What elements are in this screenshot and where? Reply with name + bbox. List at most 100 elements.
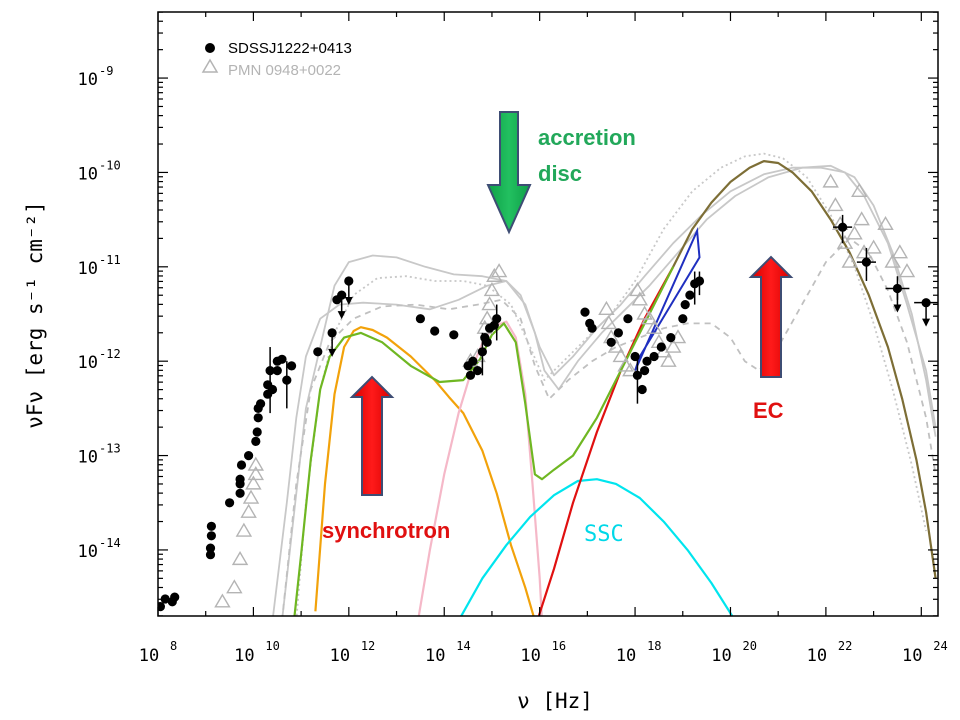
x-tick-exponent: 16 [552, 639, 566, 653]
pmn-point [478, 310, 496, 325]
sdss-point [680, 300, 690, 310]
sdss-point [637, 384, 647, 395]
pmn-point [481, 296, 498, 311]
y-tick-exponent: -13 [99, 442, 121, 456]
model-line-total-model-high-energy [672, 160, 937, 579]
sdss-point [656, 342, 666, 352]
sdss-point [921, 298, 931, 308]
legend-label-pmn: PMN 0948+0022 [228, 62, 341, 79]
pmn-point [214, 593, 231, 608]
y-tick-label: 10 [78, 164, 98, 184]
sdss-point [235, 488, 245, 498]
sdss-point [492, 314, 502, 324]
sdss-point [838, 222, 848, 232]
sdss-point [251, 436, 261, 446]
pmn-point [245, 475, 262, 490]
ec-label: EC [753, 398, 784, 423]
x-tick-label: 10 [139, 646, 159, 666]
sdss-point [256, 399, 266, 409]
sdss-point [235, 474, 245, 484]
pmn-point [641, 310, 658, 325]
sdss-point [587, 323, 597, 333]
model-line-accretion-disc [417, 320, 543, 616]
x-tick-exponent: 22 [838, 639, 852, 653]
x-tick-label: 10 [520, 646, 540, 666]
sdss-point [465, 370, 476, 380]
model-line-pmn-model-b [281, 166, 937, 616]
legend: SDSSJ1222+0413 PMN 0948+0022 [201, 40, 352, 79]
accretion-label-line2: disc [538, 161, 582, 186]
x-tick-label: 10 [234, 646, 254, 666]
pmn-point [891, 244, 909, 259]
pmn-point [841, 253, 858, 268]
pmn-point [629, 282, 646, 297]
sdss-point [282, 375, 292, 385]
sdss-point [415, 314, 425, 324]
pmn-point [235, 522, 253, 537]
sdss-point [606, 337, 616, 347]
legend-marker-pmn [201, 58, 219, 73]
upper-limit-arrow [922, 318, 931, 327]
x-tick-label: 10 [425, 646, 445, 666]
sdss-point [449, 330, 459, 340]
sdss-point [313, 347, 323, 357]
sdss-point [252, 427, 262, 437]
x-tick-exponent: 14 [456, 639, 470, 653]
pmn-point [622, 362, 639, 377]
y-axis-label: νFν [erg s⁻¹ cm⁻²] [23, 201, 47, 429]
sdss-point [337, 290, 347, 300]
ec-arrow [748, 255, 794, 378]
pmn-point [240, 503, 257, 518]
model-line-pmn-model-a [272, 164, 937, 616]
sdss-point [265, 366, 275, 376]
pmn-point [645, 319, 663, 334]
y-tick-exponent: -14 [99, 536, 121, 550]
sdss-point [666, 333, 676, 343]
sdss-point [473, 366, 483, 376]
sdss-point [344, 276, 354, 286]
sdss-point [632, 370, 643, 380]
model-line-pmn-model-c [281, 237, 937, 616]
sdss-point [861, 257, 872, 267]
pmn-point [884, 253, 901, 268]
y-tick-exponent: -10 [99, 158, 121, 172]
pmn-point [865, 239, 882, 254]
y-tick-label: 10 [78, 353, 98, 373]
legend-marker-sdss [205, 43, 215, 53]
sdss-point [482, 337, 492, 347]
pmn-point [853, 211, 870, 226]
sdss-point [468, 356, 478, 366]
pmn-point [631, 291, 649, 306]
synchrotron-label: synchrotron [322, 518, 450, 543]
sdss-point [267, 384, 278, 395]
pmn-point [660, 352, 677, 367]
pmn-point [665, 338, 682, 353]
y-tick-label: 10 [78, 70, 98, 90]
sdss-point [158, 602, 165, 612]
pmn-point [598, 300, 615, 315]
pmn-point [486, 267, 503, 282]
sdss-point [327, 328, 337, 338]
pmn-point [242, 489, 260, 504]
sdss-point [206, 521, 216, 531]
pmn-point [855, 244, 873, 259]
upper-limit-arrow [337, 311, 346, 320]
y-tick-exponent: -9 [99, 64, 113, 78]
legend-label-sdss: SDSSJ1222+0413 [228, 40, 352, 57]
sdss-point [170, 592, 180, 602]
sdss-point [205, 543, 216, 553]
sdss-point [236, 460, 247, 470]
pmn-point [898, 263, 916, 278]
upper-limit-arrow [328, 348, 337, 357]
x-tick-label: 10 [711, 646, 731, 666]
x-tick-exponent: 10 [265, 639, 279, 653]
sdss-point [206, 531, 216, 541]
plot-frame [157, 11, 939, 617]
x-tick-label: 10 [807, 646, 827, 666]
y-tick-label: 10 [78, 448, 98, 468]
ssc-label: SSC [584, 522, 624, 547]
pmn-point [226, 579, 243, 594]
x-tick-label: 10 [330, 646, 350, 666]
sdss-point [640, 366, 650, 376]
